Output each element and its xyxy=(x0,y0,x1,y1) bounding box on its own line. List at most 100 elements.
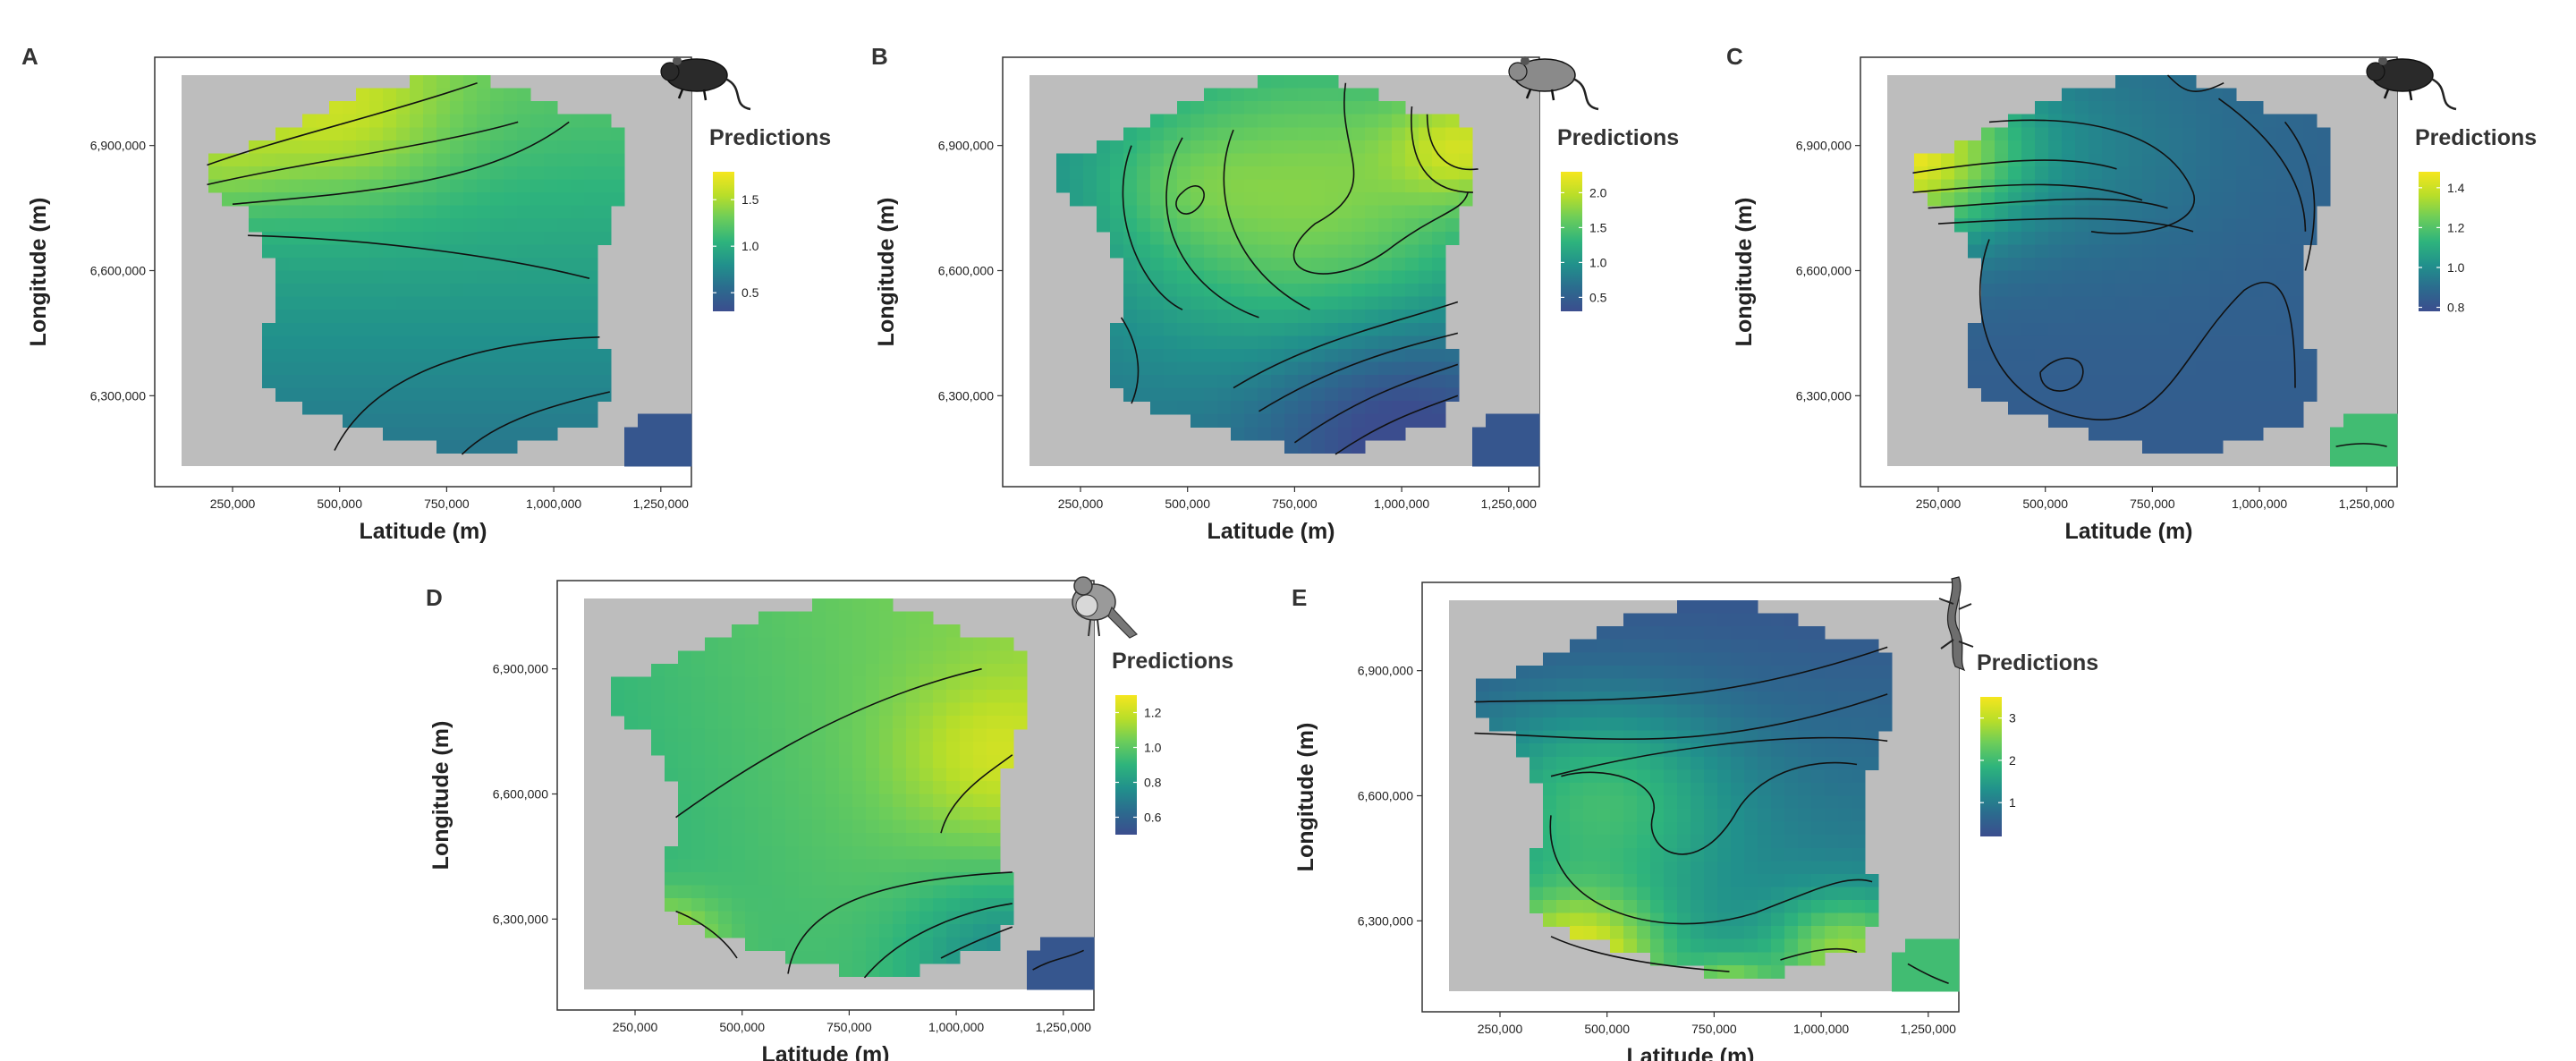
heatmap-cell xyxy=(2276,387,2291,402)
heatmap-cell xyxy=(410,387,424,402)
heatmap-cell xyxy=(1731,678,1745,692)
heatmap-cell xyxy=(1137,179,1151,193)
heatmap-cell xyxy=(1677,600,1691,615)
heatmap-cell xyxy=(2182,244,2197,259)
heatmap-cell xyxy=(329,231,343,245)
heatmap-cell xyxy=(678,819,692,834)
heatmap-cell xyxy=(2089,348,2103,363)
heatmap-cell xyxy=(530,296,545,310)
heatmap-cell xyxy=(2156,296,2170,310)
heatmap-cell xyxy=(826,611,840,625)
heatmap-cell xyxy=(691,676,706,691)
heatmap-cell xyxy=(839,950,853,964)
heatmap-cell xyxy=(2236,153,2250,167)
heatmap-cell xyxy=(1771,652,1785,666)
heatmap-cell xyxy=(2075,205,2089,219)
heatmap-cell xyxy=(1204,270,1218,284)
heatmap-cell xyxy=(343,348,357,363)
heatmap-cell xyxy=(946,742,961,756)
heatmap-cell xyxy=(1543,678,1557,692)
heatmap-cell xyxy=(2290,284,2304,298)
heatmap-cell xyxy=(504,244,518,259)
heatmap-cell xyxy=(852,637,867,651)
heatmap-cell xyxy=(369,375,384,389)
heatmap-cell xyxy=(2048,296,2063,310)
heatmap-cell xyxy=(611,179,625,193)
heatmap-cell xyxy=(2330,453,2344,467)
heatmap-cell xyxy=(1204,127,1218,141)
heatmap-cell xyxy=(1516,678,1530,692)
heatmap-cell xyxy=(799,898,813,912)
heatmap-cell xyxy=(1311,322,1326,336)
heatmap-cell xyxy=(463,153,478,167)
heatmap-cell xyxy=(2102,153,2116,167)
heatmap-cell xyxy=(410,310,424,324)
heatmap-cell xyxy=(369,335,384,350)
contour-line xyxy=(2039,357,2084,392)
heatmap-cell xyxy=(1231,361,1245,376)
y-axis-title: Longitude (m) xyxy=(874,198,899,347)
heatmap-cell xyxy=(249,179,263,193)
heatmap-cell xyxy=(799,754,813,768)
heatmap-cell xyxy=(517,348,531,363)
heatmap-cell xyxy=(463,218,478,233)
heatmap-cell xyxy=(477,218,491,233)
heatmap-cell xyxy=(356,296,370,310)
heatmap-cell xyxy=(919,950,934,964)
heatmap-cell xyxy=(316,387,330,402)
heatmap-cell xyxy=(1610,626,1624,641)
heatmap-cell xyxy=(1137,387,1151,402)
heatmap-cell xyxy=(1392,166,1406,181)
heatmap-cell xyxy=(1191,296,1205,310)
heatmap-cell xyxy=(1798,639,1812,653)
heatmap-cell xyxy=(504,361,518,376)
heatmap-cell xyxy=(2223,166,2237,181)
heatmap-cell xyxy=(463,284,478,298)
heatmap-cell xyxy=(1677,678,1691,692)
heatmap-cell xyxy=(1378,140,1393,154)
heatmap-cell xyxy=(1231,401,1245,415)
heatmap-cell xyxy=(919,898,934,912)
heatmap-cell xyxy=(1784,847,1799,862)
heatmap-cell xyxy=(2263,153,2277,167)
heatmap-cell xyxy=(919,819,934,834)
x-tick-label: 1,000,000 xyxy=(2232,497,2287,511)
heatmap-cell xyxy=(2156,205,2170,219)
legend-colorbar xyxy=(1980,697,2002,836)
heatmap-cell xyxy=(1352,361,1366,376)
heatmap-cell xyxy=(1597,691,1611,706)
heatmap-cell xyxy=(597,153,612,167)
heatmap-cell xyxy=(2223,231,2237,245)
heatmap-cell xyxy=(1445,166,1460,181)
heatmap-cell xyxy=(1311,244,1326,259)
heatmap-cell xyxy=(1744,821,1758,836)
heatmap-cell xyxy=(2035,348,2049,363)
heatmap-cell xyxy=(2290,348,2304,363)
heatmap-cell xyxy=(2156,387,2170,402)
heatmap-cell xyxy=(1325,75,1339,89)
heatmap-cell xyxy=(1664,652,1678,666)
heatmap-cell xyxy=(1271,270,1285,284)
heatmap-cell xyxy=(2115,427,2130,441)
heatmap-cell xyxy=(960,845,974,860)
heatmap-cell xyxy=(732,859,746,873)
heatmap-cell xyxy=(1995,296,2009,310)
heatmap-cell xyxy=(678,859,692,873)
heatmap-cell xyxy=(329,166,343,181)
heatmap-cell xyxy=(1690,665,1705,679)
heatmap-cell xyxy=(1825,782,1839,797)
heatmap-cell xyxy=(1677,795,1691,810)
heatmap-cell xyxy=(530,322,545,336)
heatmap-cell xyxy=(758,871,773,887)
heatmap-cell xyxy=(799,950,813,964)
heatmap-cell xyxy=(893,807,907,821)
heatmap-cell xyxy=(1097,153,1111,167)
heatmap-cell xyxy=(436,284,451,298)
heatmap-cell xyxy=(1784,926,1799,940)
heatmap-cell xyxy=(1704,887,1718,901)
heatmap-cell xyxy=(1556,756,1571,770)
heatmap-cell xyxy=(758,663,773,677)
heatmap-cell xyxy=(866,950,880,964)
heatmap-cell xyxy=(651,742,665,756)
